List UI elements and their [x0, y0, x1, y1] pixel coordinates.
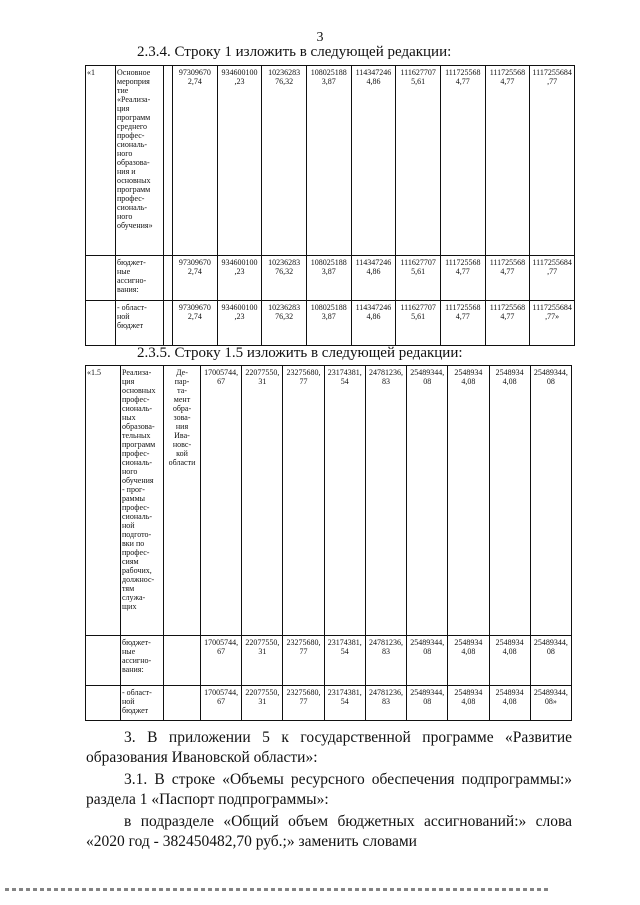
value-cell: 10236283 76,32 [261, 255, 307, 301]
value-cell: 2548934 4,08 [488, 365, 531, 636]
value-cell: 1117255684 ,77 [529, 65, 575, 256]
table-row: бюджет- ные ассигно- вания: 97309670 2,74… [85, 255, 575, 301]
row-executor [163, 685, 201, 721]
table-row: бюджет- ные ассигно- вания: 17005744, 67 2… [85, 635, 573, 686]
value-cell: 108025188 3,87 [305, 300, 352, 346]
value-cell: 23174381, 54 [323, 685, 366, 721]
value-cell: 22077550, 31 [241, 635, 284, 686]
value-cell: 17005744, 67 [199, 685, 243, 721]
value-cell: 111725568 4,77 [484, 65, 531, 256]
value-cell: 111725568 4,77 [484, 255, 531, 301]
value-cell: 111725568 4,77 [484, 300, 531, 346]
table-row: - област- ной бюджет 17005744, 67 22077550… [85, 685, 573, 721]
row-executor: Де- пар- та- мент обра- зова- ния Ива- н… [163, 365, 201, 636]
paragraph-3: 3. В приложении 5 к государственной прог… [86, 729, 572, 766]
row-executor [163, 255, 173, 301]
value-cell: 23275680, 77 [282, 635, 325, 686]
value-cell: 25489344, 08 [406, 365, 449, 636]
table-row: «1 Основное мероприя тие «Реализа- ция пр… [85, 65, 575, 256]
row-name: - област- ной бюджет [115, 300, 164, 346]
value-cell: 111627707 5,61 [395, 300, 441, 346]
value-cell: 25489344, 08 [406, 635, 449, 686]
value-cell: 24781236, 83 [364, 685, 408, 721]
row-number: «1 [85, 65, 116, 256]
table-row-1-5: «1.5 Реализа- ция основных профес- сионал… [85, 365, 573, 721]
table-row: - област- ной бюджет 97309670 2,74 9346001… [85, 300, 575, 346]
value-cell: 23174381, 54 [323, 365, 366, 636]
value-cell: 2548934 4,08 [447, 685, 490, 721]
value-cell: 111725568 4,77 [439, 300, 486, 346]
table-row: «1.5 Реализа- ция основных профес- сионал… [85, 365, 573, 636]
value-cell: 24781236, 83 [364, 365, 408, 636]
value-cell: 111627707 5,61 [395, 65, 441, 256]
paragraph-3-1: 3.1. В строке «Объемы ресурсного обеспеч… [86, 771, 572, 808]
value-cell: 25489344, 08 [529, 365, 573, 636]
value-cell: 111725568 4,77 [439, 255, 486, 301]
page-number: 3 [316, 30, 324, 45]
value-cell: 114347246 4,86 [350, 255, 397, 301]
value-cell: 23275680, 77 [282, 685, 325, 721]
row-name: бюджет- ные ассигно- вания: [120, 635, 164, 686]
row-number [85, 255, 116, 301]
value-cell: 25489344, 08 [406, 685, 449, 721]
section-heading-2-3-4: 2.3.4. Строку 1 изложить в следующей ред… [137, 44, 452, 60]
value-cell: 2548934 4,08 [488, 685, 531, 721]
row-number [85, 685, 121, 721]
value-cell: 23275680, 77 [282, 365, 325, 636]
paragraph-subsection: в подразделе «Общий объем бюджетных асси… [86, 813, 572, 850]
row-executor [163, 300, 173, 346]
value-cell: 114347246 4,86 [350, 300, 397, 346]
row-name: Реализа- ция основных профес- сиональ- н… [120, 365, 164, 636]
value-cell: 97309670 2,74 [172, 65, 218, 256]
value-cell: 2548934 4,08 [447, 635, 490, 686]
value-cell: 108025188 3,87 [305, 65, 352, 256]
value-cell: 25489344, 08» [529, 685, 573, 721]
value-cell: 934600100 ,23 [216, 65, 263, 256]
row-executor [163, 635, 201, 686]
table-row-1: «1 Основное мероприя тие «Реализа- ция пр… [85, 65, 575, 346]
value-cell: 25489344, 08 [529, 635, 573, 686]
value-cell: 111725568 4,77 [439, 65, 486, 256]
row-number [85, 300, 116, 346]
value-cell: 10236283 76,32 [261, 65, 307, 256]
scan-noise [5, 888, 550, 891]
value-cell: 97309670 2,74 [172, 300, 218, 346]
value-cell: 1117255684 ,77» [529, 300, 575, 346]
value-cell: 934600100 ,23 [216, 300, 263, 346]
value-cell: 97309670 2,74 [172, 255, 218, 301]
value-cell: 24781236, 83 [364, 635, 408, 686]
value-cell: 111627707 5,61 [395, 255, 441, 301]
value-cell: 23174381, 54 [323, 635, 366, 686]
value-cell: 108025188 3,87 [305, 255, 352, 301]
row-name: бюджет- ные ассигно- вания: [115, 255, 164, 301]
row-number: «1.5 [85, 365, 121, 636]
value-cell: 22077550, 31 [241, 685, 284, 721]
value-cell: 1117255684 ,77 [529, 255, 575, 301]
row-number [85, 635, 121, 686]
row-name: - област- ной бюджет [120, 685, 164, 721]
value-cell: 934600100 ,23 [216, 255, 263, 301]
section-heading-2-3-5: 2.3.5. Строку 1.5 изложить в следующей р… [137, 345, 463, 361]
row-name: Основное мероприя тие «Реализа- ция прог… [115, 65, 164, 256]
value-cell: 2548934 4,08 [488, 635, 531, 686]
row-executor [163, 65, 173, 256]
value-cell: 22077550, 31 [241, 365, 284, 636]
value-cell: 10236283 76,32 [261, 300, 307, 346]
value-cell: 17005744, 67 [199, 635, 243, 686]
value-cell: 114347246 4,86 [350, 65, 397, 256]
value-cell: 2548934 4,08 [447, 365, 490, 636]
value-cell: 17005744, 67 [199, 365, 243, 636]
